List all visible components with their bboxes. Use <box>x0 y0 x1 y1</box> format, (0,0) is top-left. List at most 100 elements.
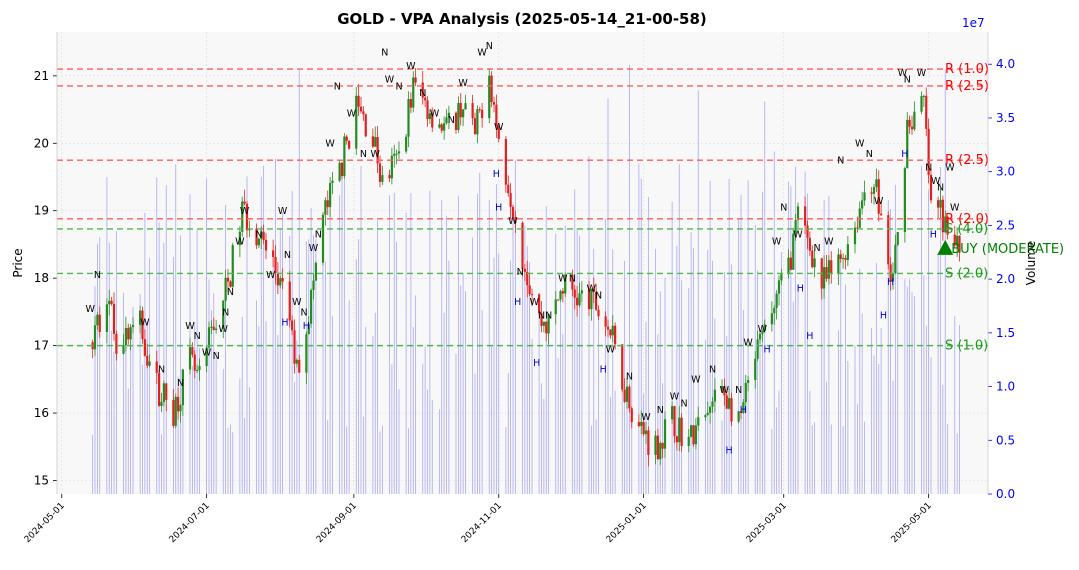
narrow-spread-marker: N <box>538 311 545 322</box>
high-volume-marker: H <box>303 321 310 332</box>
candle-body <box>110 300 113 304</box>
candle-body <box>711 401 714 407</box>
narrow-spread-marker: N <box>419 88 426 99</box>
candle-body <box>509 193 512 207</box>
high-volume-marker: H <box>806 331 813 342</box>
candle-body <box>143 339 146 356</box>
candle-body <box>141 310 144 340</box>
wide-spread-marker: W <box>670 392 680 403</box>
candle-body <box>773 307 776 314</box>
candle-body <box>680 417 683 446</box>
narrow-spread-marker: N <box>837 156 844 167</box>
candle-body <box>229 281 232 287</box>
candle-body <box>663 419 667 449</box>
candle-body <box>794 220 797 234</box>
candle-body <box>207 327 211 348</box>
candle-body <box>409 99 412 108</box>
candle-body <box>440 124 443 131</box>
candle-body <box>105 304 108 333</box>
candle-body <box>927 128 930 175</box>
candle-body <box>364 114 367 137</box>
high-volume-marker: H <box>533 358 540 369</box>
wide-spread-marker: W <box>309 243 319 254</box>
narrow-spread-marker: N <box>194 331 201 342</box>
candle-body <box>514 217 517 223</box>
wide-spread-marker: W <box>347 108 357 119</box>
candle-body <box>661 442 664 449</box>
wide-spread-marker: W <box>950 203 960 214</box>
candle-body <box>348 140 351 149</box>
candle-body <box>894 244 897 274</box>
candle-body <box>725 395 728 409</box>
candle-body <box>314 262 317 281</box>
y-tick-label: 16 <box>34 406 49 420</box>
narrow-spread-marker: N <box>360 149 367 160</box>
candle-body <box>690 425 693 437</box>
candle-body <box>606 326 610 330</box>
candle-body <box>763 324 766 331</box>
narrow-spread-marker: N <box>448 115 455 126</box>
narrow-spread-marker: N <box>813 243 820 254</box>
candle-body <box>177 396 180 412</box>
volume-tick-label: 0.5 <box>996 433 1015 447</box>
candle-body <box>694 425 697 445</box>
candle-body <box>523 268 526 272</box>
candle-body <box>941 199 944 233</box>
candle-body <box>378 163 382 182</box>
candle-body <box>108 300 111 305</box>
candle-body <box>825 267 828 279</box>
candle-body <box>127 327 130 340</box>
candle-body <box>604 316 607 327</box>
candle-body <box>428 113 431 120</box>
wide-spread-marker: W <box>530 297 540 308</box>
candle-body <box>165 383 168 400</box>
candle-body <box>357 95 360 107</box>
candle-body <box>844 258 847 260</box>
candle-body <box>262 231 265 240</box>
candle-body <box>478 109 481 111</box>
candle-body <box>789 257 792 270</box>
wide-spread-marker: W <box>758 324 768 335</box>
high-volume-marker: H <box>495 203 502 214</box>
candle-body <box>910 126 914 130</box>
wide-spread-marker: W <box>430 108 440 119</box>
candle-body <box>806 225 809 238</box>
candle-body <box>713 389 716 402</box>
support-label: S (2.0) <box>945 266 988 281</box>
candle-body <box>823 267 826 289</box>
candle-body <box>944 216 947 233</box>
candle-body <box>623 389 626 402</box>
narrow-spread-marker: N <box>937 182 944 193</box>
candle-body <box>830 260 833 274</box>
candle-body <box>276 272 279 286</box>
high-volume-marker: H <box>740 405 747 416</box>
candle-body <box>614 325 617 345</box>
candle-body <box>739 411 743 413</box>
volume-tick-label: 2.5 <box>996 218 1015 232</box>
candle-body <box>231 245 234 287</box>
candle-body <box>538 294 541 314</box>
candle-body <box>205 347 208 367</box>
candle-body <box>540 313 543 326</box>
candle-body <box>808 237 811 251</box>
candle-body <box>331 180 334 184</box>
narrow-spread-marker: N <box>334 81 341 92</box>
candle-body <box>547 314 550 334</box>
candle-body <box>903 168 906 233</box>
high-volume-marker: H <box>887 277 894 288</box>
wide-spread-marker: W <box>743 338 753 349</box>
wide-spread-marker: W <box>240 206 250 217</box>
candle-body <box>692 425 695 445</box>
wide-spread-marker: W <box>235 236 245 247</box>
candle-body <box>459 102 462 118</box>
candle-body <box>521 222 524 269</box>
wide-spread-marker: W <box>931 176 941 187</box>
candle-body <box>226 277 230 282</box>
candle-body <box>958 235 961 253</box>
y-tick-label: 17 <box>34 339 49 353</box>
candle-body <box>215 328 218 331</box>
narrow-spread-marker: N <box>626 371 633 382</box>
narrow-spread-marker: N <box>158 365 165 376</box>
candle-body <box>922 95 925 97</box>
